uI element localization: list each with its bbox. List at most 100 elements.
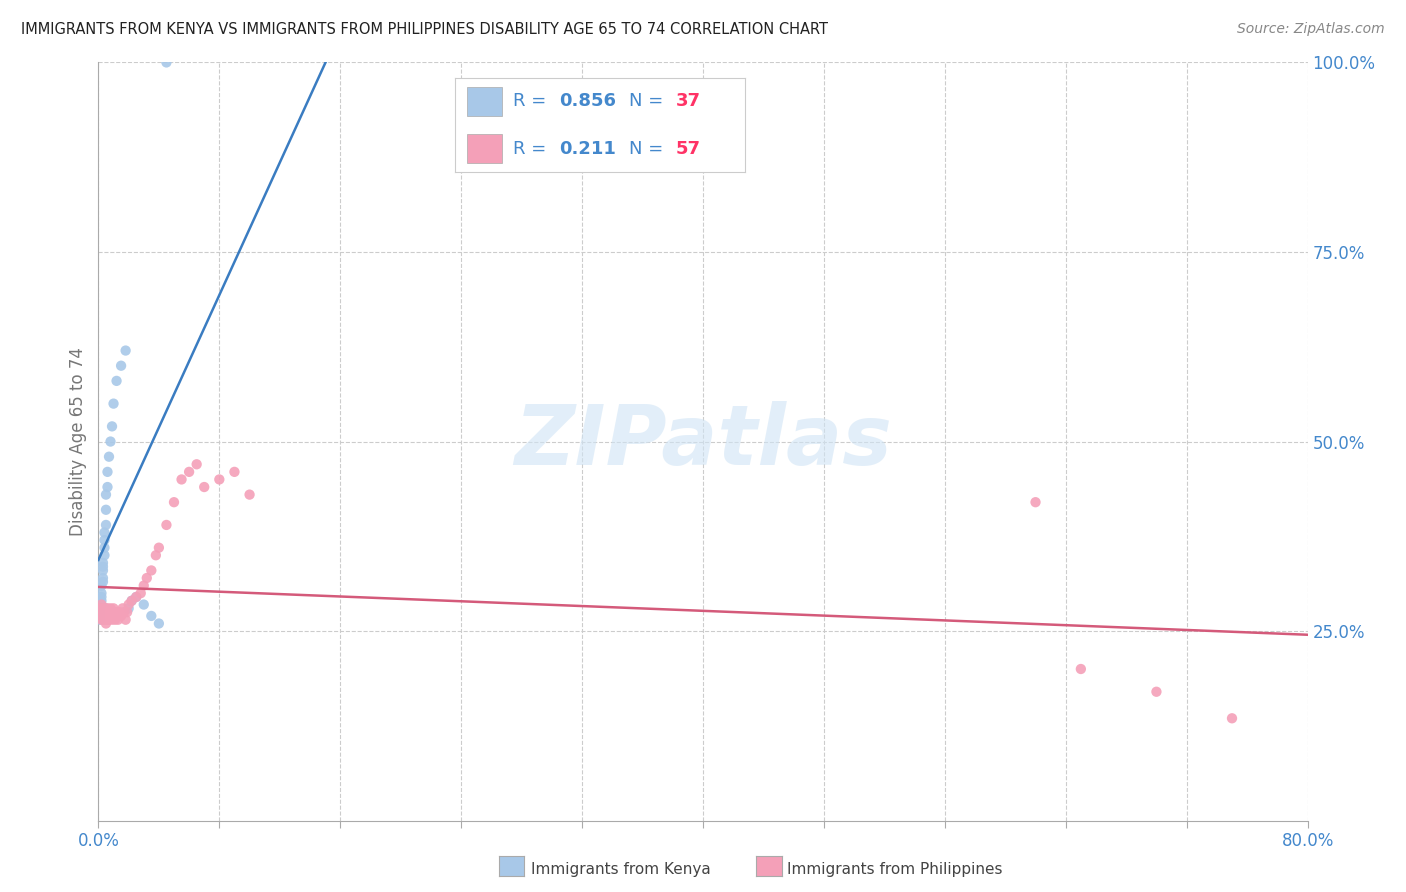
Point [224, 465, 246, 479]
Point [89, 608, 111, 623]
Point [148, 541, 170, 555]
Point [170, 473, 193, 487]
Point [100, 601, 122, 615]
Point [179, 465, 201, 479]
Point [96, 465, 118, 479]
Point [96, 605, 118, 619]
Point [105, 374, 128, 388]
Point [1070, 662, 1092, 676]
Point [110, 608, 132, 623]
Point [148, 616, 170, 631]
Point [93, 608, 115, 623]
Point [1144, 685, 1167, 699]
Point [186, 458, 208, 472]
Point [155, 55, 177, 70]
Point [103, 608, 125, 623]
Point [91, 564, 114, 578]
Point [89, 601, 111, 615]
Point [94, 616, 117, 631]
Point [93, 533, 115, 548]
Point [239, 487, 262, 501]
Point [90, 598, 112, 612]
Point [101, 613, 124, 627]
Point [141, 564, 163, 578]
Point [93, 548, 115, 563]
Point [118, 601, 141, 615]
Point [89, 608, 111, 623]
Point [91, 601, 114, 615]
Point [132, 579, 155, 593]
Point [94, 517, 117, 532]
Point [1220, 711, 1243, 725]
Point [90, 579, 112, 593]
Point [90, 590, 112, 604]
Text: ZIPatlas: ZIPatlas [515, 401, 891, 482]
Text: Immigrants from Kenya: Immigrants from Kenya [531, 863, 711, 877]
Point [98, 613, 121, 627]
Point [114, 613, 136, 627]
Point [121, 594, 143, 608]
Point [103, 601, 125, 615]
Point [114, 343, 136, 358]
Point [89, 605, 111, 619]
Point [98, 450, 121, 464]
Point [135, 571, 157, 585]
Point [96, 613, 118, 627]
Point [129, 586, 152, 600]
Point [100, 434, 122, 449]
Point [121, 594, 143, 608]
Point [111, 601, 134, 615]
Point [91, 574, 114, 589]
Point [96, 480, 118, 494]
Point [105, 605, 128, 619]
Point [96, 601, 118, 615]
Point [89, 613, 111, 627]
Point [125, 590, 148, 604]
Point [193, 480, 215, 494]
Point [100, 605, 122, 619]
Point [90, 605, 112, 619]
Point [91, 613, 114, 627]
Point [93, 613, 115, 627]
Point [132, 598, 155, 612]
Point [94, 487, 117, 501]
Point [107, 613, 129, 627]
Point [145, 548, 167, 563]
Point [91, 608, 114, 623]
Point [94, 503, 117, 517]
Point [91, 559, 114, 574]
Text: Source: ZipAtlas.com: Source: ZipAtlas.com [1237, 22, 1385, 37]
Point [1024, 495, 1046, 509]
Point [112, 605, 135, 619]
Point [90, 586, 112, 600]
Point [94, 601, 117, 615]
Point [104, 613, 127, 627]
Point [93, 541, 115, 555]
Point [93, 605, 115, 619]
Point [110, 359, 132, 373]
Point [90, 598, 112, 612]
Point [163, 495, 186, 509]
Point [90, 613, 112, 627]
Point [90, 594, 112, 608]
Point [141, 608, 163, 623]
Y-axis label: Disability Age 65 to 74: Disability Age 65 to 74 [69, 347, 87, 536]
Point [125, 590, 148, 604]
Point [155, 517, 177, 532]
Text: IMMIGRANTS FROM KENYA VS IMMIGRANTS FROM PHILIPPINES DISABILITY AGE 65 TO 74 COR: IMMIGRANTS FROM KENYA VS IMMIGRANTS FROM… [21, 22, 828, 37]
Point [118, 598, 141, 612]
Point [94, 608, 117, 623]
Point [108, 605, 131, 619]
Point [208, 473, 231, 487]
Point [103, 396, 125, 410]
Point [91, 556, 114, 570]
Point [91, 571, 114, 585]
Point [101, 419, 124, 434]
Point [94, 605, 117, 619]
Text: Immigrants from Philippines: Immigrants from Philippines [787, 863, 1002, 877]
Point [93, 525, 115, 540]
Point [89, 601, 111, 615]
Point [98, 608, 121, 623]
Point [101, 605, 124, 619]
Point [115, 605, 138, 619]
